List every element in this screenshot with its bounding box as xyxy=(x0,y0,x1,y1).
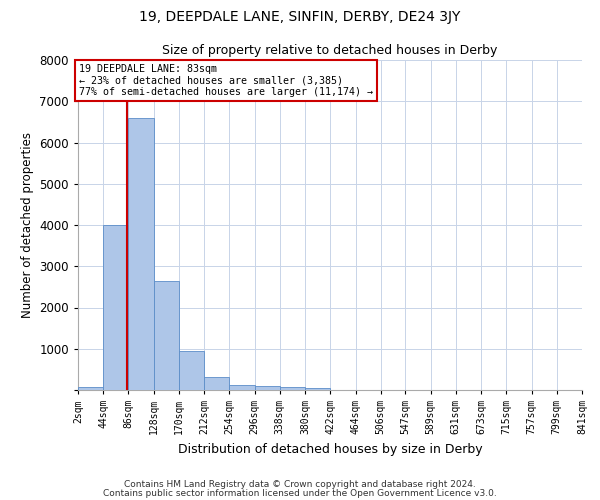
Bar xyxy=(204,376,229,390)
Bar xyxy=(229,384,254,390)
Text: Contains public sector information licensed under the Open Government Licence v3: Contains public sector information licen… xyxy=(103,489,497,498)
Bar xyxy=(179,351,204,390)
Bar xyxy=(78,387,103,390)
Bar xyxy=(305,388,331,390)
Bar xyxy=(280,387,305,390)
Y-axis label: Number of detached properties: Number of detached properties xyxy=(21,132,34,318)
X-axis label: Distribution of detached houses by size in Derby: Distribution of detached houses by size … xyxy=(178,442,482,456)
Text: Contains HM Land Registry data © Crown copyright and database right 2024.: Contains HM Land Registry data © Crown c… xyxy=(124,480,476,489)
Text: 19 DEEPDALE LANE: 83sqm
← 23% of detached houses are smaller (3,385)
77% of semi: 19 DEEPDALE LANE: 83sqm ← 23% of detache… xyxy=(79,64,373,98)
Text: 19, DEEPDALE LANE, SINFIN, DERBY, DE24 3JY: 19, DEEPDALE LANE, SINFIN, DERBY, DE24 3… xyxy=(139,10,461,24)
Bar xyxy=(154,280,179,390)
Bar xyxy=(128,118,154,390)
Bar xyxy=(103,225,128,390)
Bar xyxy=(254,386,280,390)
Title: Size of property relative to detached houses in Derby: Size of property relative to detached ho… xyxy=(163,44,497,58)
